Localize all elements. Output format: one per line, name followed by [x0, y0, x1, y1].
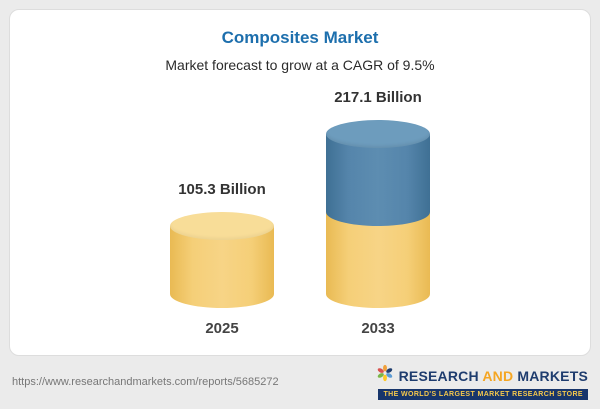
- report-url[interactable]: https://www.researchandmarkets.com/repor…: [12, 376, 279, 388]
- bar-2033-top-segment: [326, 134, 430, 226]
- bar-2025-cap: [170, 212, 274, 240]
- research-and-markets-logo[interactable]: RESEARCH AND MARKETS THE WORLD'S LARGEST…: [376, 364, 588, 400]
- chart-title: Composites Market: [221, 28, 379, 47]
- bar-group-2025: 105.3 Billion 2025: [170, 181, 274, 337]
- bar-2025-cylinder: [170, 212, 274, 308]
- bar-group-2033: 217.1 Billion 2033: [326, 89, 430, 337]
- logo-row: RESEARCH AND MARKETS: [376, 364, 588, 387]
- chart-subtitle: Market forecast to grow at a CAGR of 9.5…: [165, 57, 435, 73]
- category-label-2033: 2033: [361, 320, 395, 337]
- bar-2033-cap: [326, 120, 430, 148]
- category-label-2025: 2025: [205, 320, 239, 337]
- logo-text: RESEARCH AND MARKETS: [399, 368, 588, 384]
- value-label-2033: 217.1 Billion: [334, 89, 422, 106]
- logo-text-and: AND: [482, 367, 514, 384]
- bar-2033-cylinder: [326, 120, 430, 308]
- bar-2033-bottom-segment: [326, 212, 430, 308]
- logo-flower-icon: [376, 364, 394, 387]
- chart-card: Composites Market Market forecast to gro…: [9, 9, 591, 356]
- logo-tagline: THE WORLD'S LARGEST MARKET RESEARCH STOR…: [378, 389, 588, 400]
- logo-text-research: RESEARCH: [398, 367, 479, 384]
- footer: https://www.researchandmarkets.com/repor…: [12, 364, 588, 400]
- bar-chart: 105.3 Billion 2025 217.1 Billion 2033: [10, 89, 590, 337]
- logo-text-markets: MARKETS: [517, 367, 588, 384]
- value-label-2025: 105.3 Billion: [178, 181, 266, 198]
